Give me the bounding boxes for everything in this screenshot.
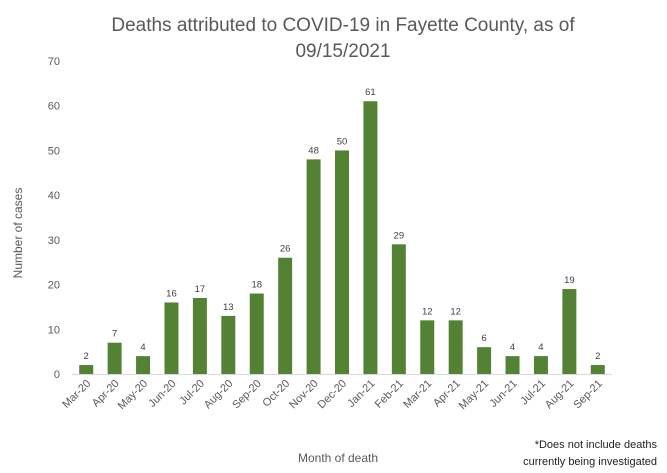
data-label-Aug-21: 19: [564, 275, 575, 286]
x-tick-label-Oct-20: Oct-20: [260, 378, 292, 410]
bars: [79, 101, 605, 374]
x-tick-label-Dec-20: Dec-20: [316, 378, 350, 412]
x-tick-label-Sep-21: Sep-21: [571, 378, 605, 412]
data-label-Sep-20: 18: [251, 280, 262, 291]
x-tick-label-Sep-20: Sep-20: [230, 378, 264, 412]
x-tick-label-Feb-21: Feb-21: [373, 378, 406, 411]
bar-Apr-20: [107, 342, 122, 374]
footnote: *Does not include deaths currently being…: [523, 437, 657, 471]
y-axis-ticks: 0 10 20 30 40 50 60 70: [48, 56, 60, 381]
data-label-Apr-21: 12: [450, 306, 461, 317]
bar-May-20: [136, 356, 151, 374]
y-axis-title: Number of cases: [11, 188, 25, 279]
y-tick-label-3: 30: [48, 235, 60, 247]
chart-title-line-2: 09/15/2021: [295, 41, 390, 62]
chart-title-line-1: Deaths attributed to COVID-19 in Fayette…: [111, 15, 575, 36]
data-label-May-20: 4: [140, 342, 145, 353]
x-tick-label-Jun-21: Jun-21: [487, 378, 519, 410]
bar-Oct-20: [278, 257, 293, 374]
x-tick-label-May-20: May-20: [116, 378, 150, 412]
bar-Dec-20: [335, 150, 349, 374]
data-label-Nov-20: 48: [308, 145, 319, 156]
bar-May-21: [477, 347, 492, 374]
data-label-Sep-21: 2: [595, 351, 600, 362]
bar-Jun-20: [164, 302, 179, 374]
bar-Jul-20: [192, 297, 207, 374]
bar-Feb-21: [391, 244, 406, 374]
x-tick-label-Jun-20: Jun-20: [146, 378, 178, 410]
x-tick-label-Mar-20: Mar-20: [60, 378, 93, 411]
data-label-Jun-21: 4: [510, 342, 515, 353]
bar-Jul-21: [533, 356, 548, 374]
data-label-Aug-20: 13: [223, 302, 234, 313]
y-tick-label-6: 60: [48, 101, 60, 113]
data-label-Mar-21: 12: [422, 306, 433, 317]
bar-Sep-21: [590, 365, 605, 374]
bar-Mar-21: [420, 320, 435, 374]
footnote-line-2: currently being investigated: [523, 456, 657, 468]
x-axis-ticks: Mar-20Apr-20May-20Jun-20Jul-20Aug-20Sep-…: [60, 378, 605, 412]
bar-Nov-20: [306, 159, 321, 374]
y-tick-label-4: 40: [48, 190, 60, 202]
x-tick-label-Jan-21: Jan-21: [345, 378, 377, 410]
data-label-Jan-21: 61: [365, 87, 376, 98]
bar-Mar-20: [79, 365, 94, 374]
x-tick-label-Nov-20: Nov-20: [287, 378, 321, 412]
bar-Apr-21: [448, 320, 463, 374]
data-label-Jul-21: 4: [538, 342, 543, 353]
y-tick-label-5: 50: [48, 145, 60, 157]
bar-Sep-20: [249, 293, 264, 374]
data-label-Jun-20: 16: [166, 288, 177, 299]
data-label-May-21: 6: [481, 333, 486, 344]
x-axis-title: Month of death: [298, 451, 378, 465]
bar-Jun-21: [505, 356, 520, 374]
data-labels: 2 7 4 16 17 13 18 26 48 50 61 29 12 12 6 4 4 19 2: [84, 87, 601, 362]
footnote-line-1: *Does not include deaths: [534, 439, 657, 451]
bar-Jan-21: [363, 101, 378, 374]
y-tick-label-0: 0: [54, 369, 60, 381]
x-tick-label-Aug-21: Aug-21: [543, 378, 577, 412]
data-label-Dec-20: 50: [337, 136, 348, 147]
x-tick-label-Mar-21: Mar-21: [401, 378, 434, 411]
data-label-Oct-20: 26: [280, 244, 291, 255]
bar-Aug-20: [221, 315, 236, 374]
y-tick-label-1: 10: [48, 324, 60, 336]
y-tick-label-7: 70: [48, 56, 60, 68]
data-label-Mar-20: 2: [84, 351, 89, 362]
data-label-Jul-20: 17: [195, 284, 206, 295]
data-label-Feb-21: 29: [394, 230, 405, 241]
bar-Aug-21: [562, 289, 577, 374]
x-tick-label-Aug-20: Aug-20: [202, 378, 236, 412]
y-tick-label-2: 20: [48, 280, 60, 292]
data-label-Apr-20: 7: [112, 329, 117, 340]
x-tick-label-May-21: May-21: [457, 378, 491, 412]
